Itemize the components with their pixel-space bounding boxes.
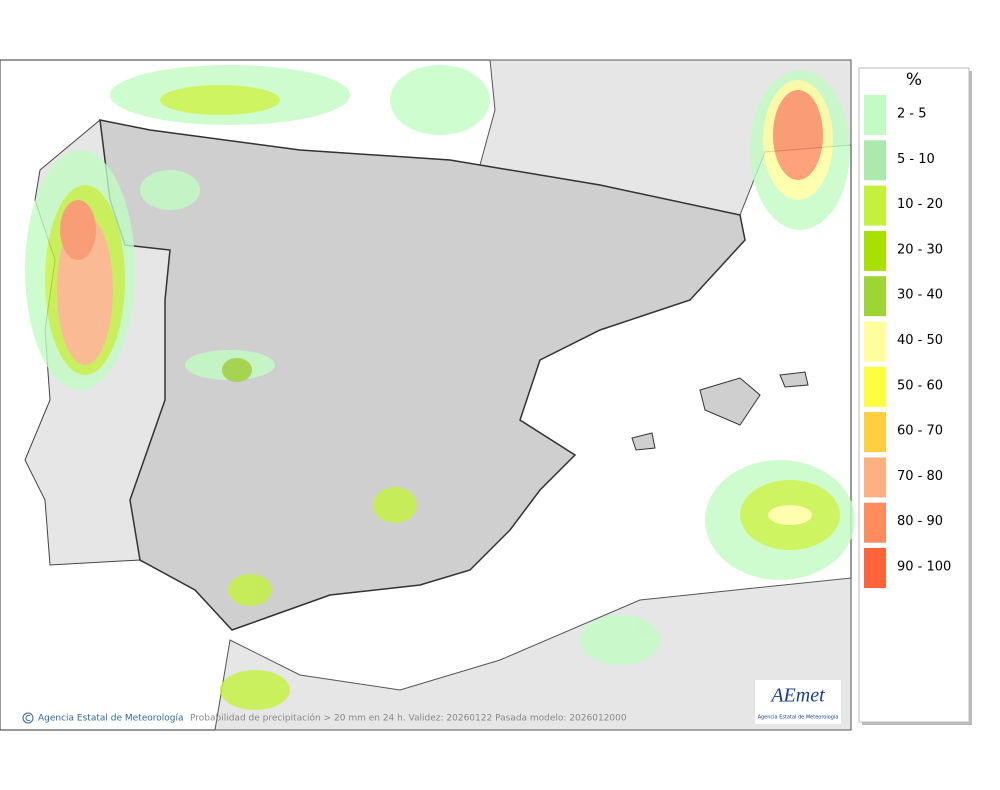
- copyright-icon: [22, 712, 34, 724]
- legend: % 2 - 5 5 - 10 10 - 20 20 - 30 30 - 40 40 - 5…: [858, 67, 972, 725]
- legend-label: 80 - 90: [897, 514, 943, 529]
- ibiza: [631, 432, 656, 451]
- legend-swatch: [864, 276, 886, 317]
- map: Agencia Estatal de Meteorología Probabil…: [0, 59, 855, 731]
- caption: Probabilidad de precipitación > 20 mm en…: [190, 713, 627, 724]
- legend-title: %: [906, 70, 922, 90]
- legend-swatch: [864, 321, 886, 362]
- legend-label: 50 - 60: [897, 378, 943, 393]
- legend-swatch: [864, 412, 886, 453]
- legend-swatch: [864, 548, 886, 588]
- legend-label: 60 - 70: [897, 424, 943, 439]
- legend-swatch: [864, 230, 886, 271]
- legend-items: 2 - 5 5 - 10 10 - 20 20 - 30 30 - 40 40 - 50 5…: [864, 95, 951, 588]
- mallorca: [699, 377, 761, 426]
- logo-box: [755, 680, 841, 724]
- africa: [214, 577, 852, 731]
- legend-swatch: [864, 140, 886, 181]
- legend-label: 10 - 20: [897, 197, 943, 212]
- legend-label: 20 - 30: [897, 242, 943, 257]
- legend-swatch: [864, 185, 886, 226]
- logo-name: AEmet: [769, 685, 825, 707]
- credit: Agencia Estatal de Meteorología: [22, 712, 184, 724]
- precipitation: [25, 65, 855, 710]
- legend-label: 40 - 50: [897, 333, 943, 348]
- legend-label: 5 - 10: [897, 152, 935, 167]
- legend-swatch: [864, 95, 886, 135]
- credit-text: Agencia Estatal de Meteorología: [38, 714, 184, 724]
- copyright-icon: [25, 715, 31, 721]
- legend-label: 70 - 80: [897, 469, 943, 484]
- logo: AEmet Agencia Estatal de Meteorología: [755, 680, 841, 724]
- spain: [99, 119, 746, 631]
- legend-label: 90 - 100: [897, 560, 951, 575]
- legend-swatch: [864, 457, 886, 498]
- menorca: [779, 371, 809, 388]
- logo-subtitle: Agencia Estatal de Meteorología: [758, 714, 839, 721]
- legend-label: 2 - 5: [897, 107, 927, 122]
- legend-swatch: [864, 366, 886, 407]
- legend-label: 30 - 40: [897, 288, 943, 303]
- legend-swatch: [864, 502, 886, 543]
